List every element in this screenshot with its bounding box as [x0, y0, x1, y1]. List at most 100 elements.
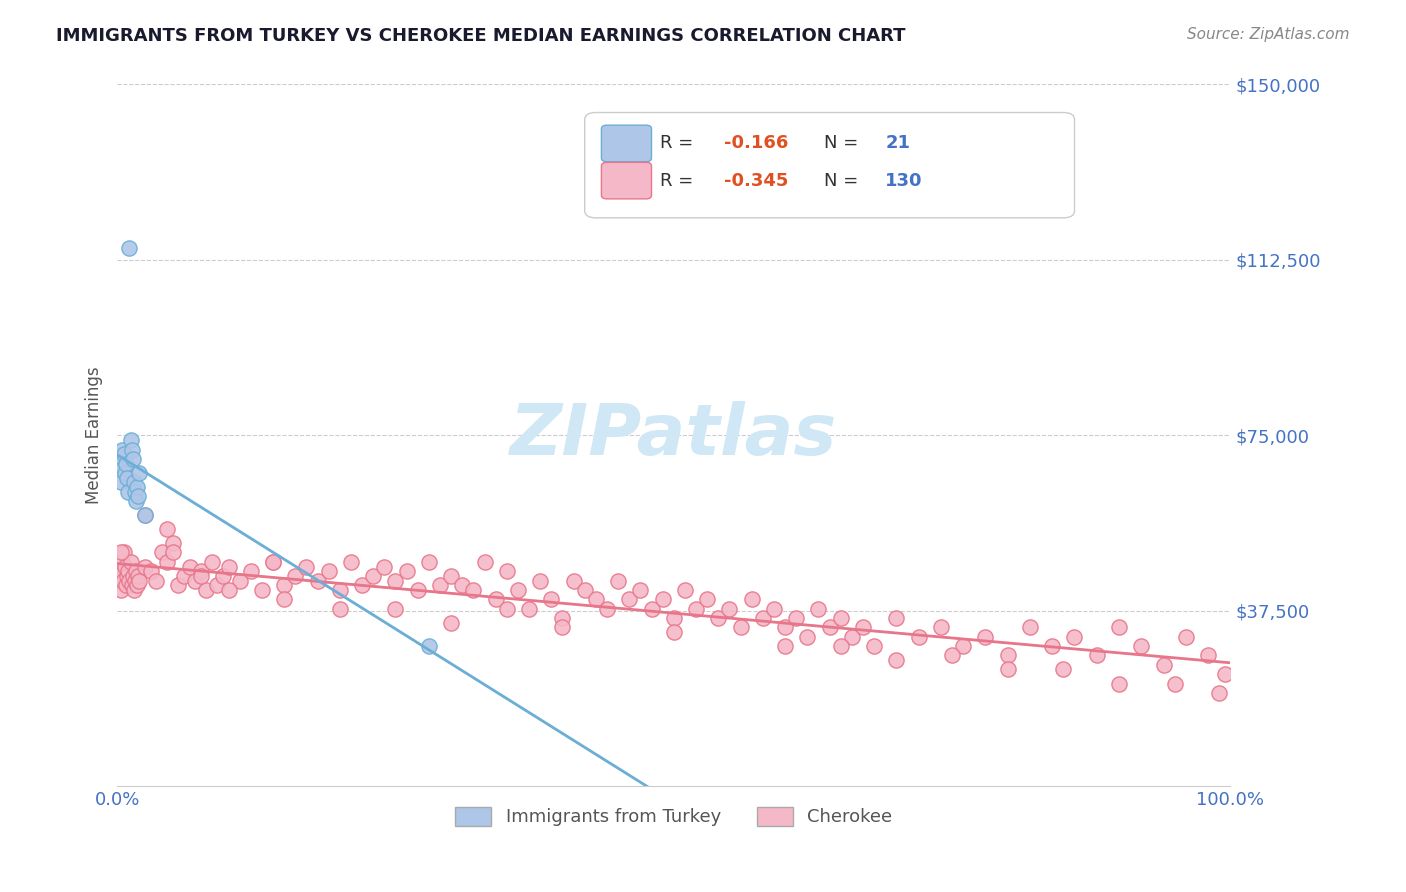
Point [108, 564, 131, 578]
Point [127, 480, 149, 494]
Point [952, 639, 974, 653]
Point [451, 578, 474, 592]
Point [329, 582, 352, 597]
Point [395, 564, 418, 578]
Point [111, 442, 134, 457]
Point [773, 639, 796, 653]
Point [190, 569, 212, 583]
Point [585, 592, 607, 607]
Point [120, 433, 142, 447]
Point [201, 555, 224, 569]
Point [1019, 620, 1042, 634]
Point [907, 630, 929, 644]
Point [121, 442, 143, 457]
Point [127, 569, 149, 583]
Point [120, 555, 142, 569]
Point [373, 559, 395, 574]
Y-axis label: Median Earnings: Median Earnings [86, 367, 103, 504]
Point [485, 592, 508, 607]
Point [134, 559, 156, 574]
Point [830, 639, 852, 653]
Point [685, 601, 707, 615]
Point [440, 615, 463, 630]
Point [117, 484, 139, 499]
Point [852, 620, 875, 634]
Point [540, 592, 562, 607]
Point [110, 475, 132, 490]
Point [111, 461, 134, 475]
Point [517, 601, 540, 615]
Point [997, 663, 1019, 677]
Text: R =: R = [661, 171, 699, 190]
Text: N =: N = [824, 134, 865, 152]
Point [114, 559, 136, 574]
Point [127, 578, 149, 592]
Point [640, 601, 662, 615]
Point [207, 578, 229, 592]
Point [807, 601, 830, 615]
Text: ZIPatlas: ZIPatlas [510, 401, 838, 470]
Point [495, 564, 517, 578]
Point [830, 611, 852, 625]
Point [773, 620, 796, 634]
Point [463, 582, 485, 597]
Point [184, 574, 207, 588]
Point [628, 582, 651, 597]
Point [110, 545, 132, 559]
Point [929, 620, 952, 634]
Point [107, 574, 129, 588]
FancyBboxPatch shape [602, 162, 651, 199]
Point [114, 466, 136, 480]
Point [886, 611, 908, 625]
Point [121, 569, 143, 583]
Point [179, 559, 201, 574]
Point [718, 601, 741, 615]
Point [785, 611, 807, 625]
Point [418, 639, 440, 653]
Text: 130: 130 [886, 171, 922, 190]
Point [115, 470, 138, 484]
Point [117, 564, 139, 578]
Text: N =: N = [824, 171, 865, 190]
Text: -0.345: -0.345 [724, 171, 789, 190]
Point [124, 484, 146, 499]
Point [212, 569, 235, 583]
Point [118, 574, 141, 588]
Point [1108, 620, 1130, 634]
Point [173, 569, 195, 583]
Point [127, 489, 149, 503]
Point [741, 592, 763, 607]
Point [941, 648, 963, 663]
Point [619, 592, 641, 607]
Point [1197, 648, 1219, 663]
Point [696, 592, 718, 607]
Point [115, 457, 138, 471]
Point [886, 653, 908, 667]
Point [551, 611, 574, 625]
Point [110, 582, 132, 597]
Point [1130, 639, 1153, 653]
Point [1208, 686, 1230, 700]
Point [162, 536, 184, 550]
Point [262, 555, 284, 569]
Point [112, 447, 135, 461]
Point [239, 564, 262, 578]
Point [273, 592, 295, 607]
Point [607, 574, 630, 588]
Point [651, 592, 673, 607]
Point [262, 555, 284, 569]
Point [1213, 667, 1236, 681]
Point [162, 545, 184, 559]
Point [139, 564, 162, 578]
Point [340, 555, 363, 569]
Point [273, 578, 295, 592]
Point [1085, 648, 1108, 663]
Point [429, 578, 451, 592]
Point [384, 601, 406, 615]
Point [596, 601, 619, 615]
Text: IMMIGRANTS FROM TURKEY VS CHEROKEE MEDIAN EARNINGS CORRELATION CHART: IMMIGRANTS FROM TURKEY VS CHEROKEE MEDIA… [56, 27, 905, 45]
Point [167, 578, 190, 592]
Point [295, 559, 318, 574]
Point [190, 564, 212, 578]
Text: R =: R = [661, 134, 699, 152]
